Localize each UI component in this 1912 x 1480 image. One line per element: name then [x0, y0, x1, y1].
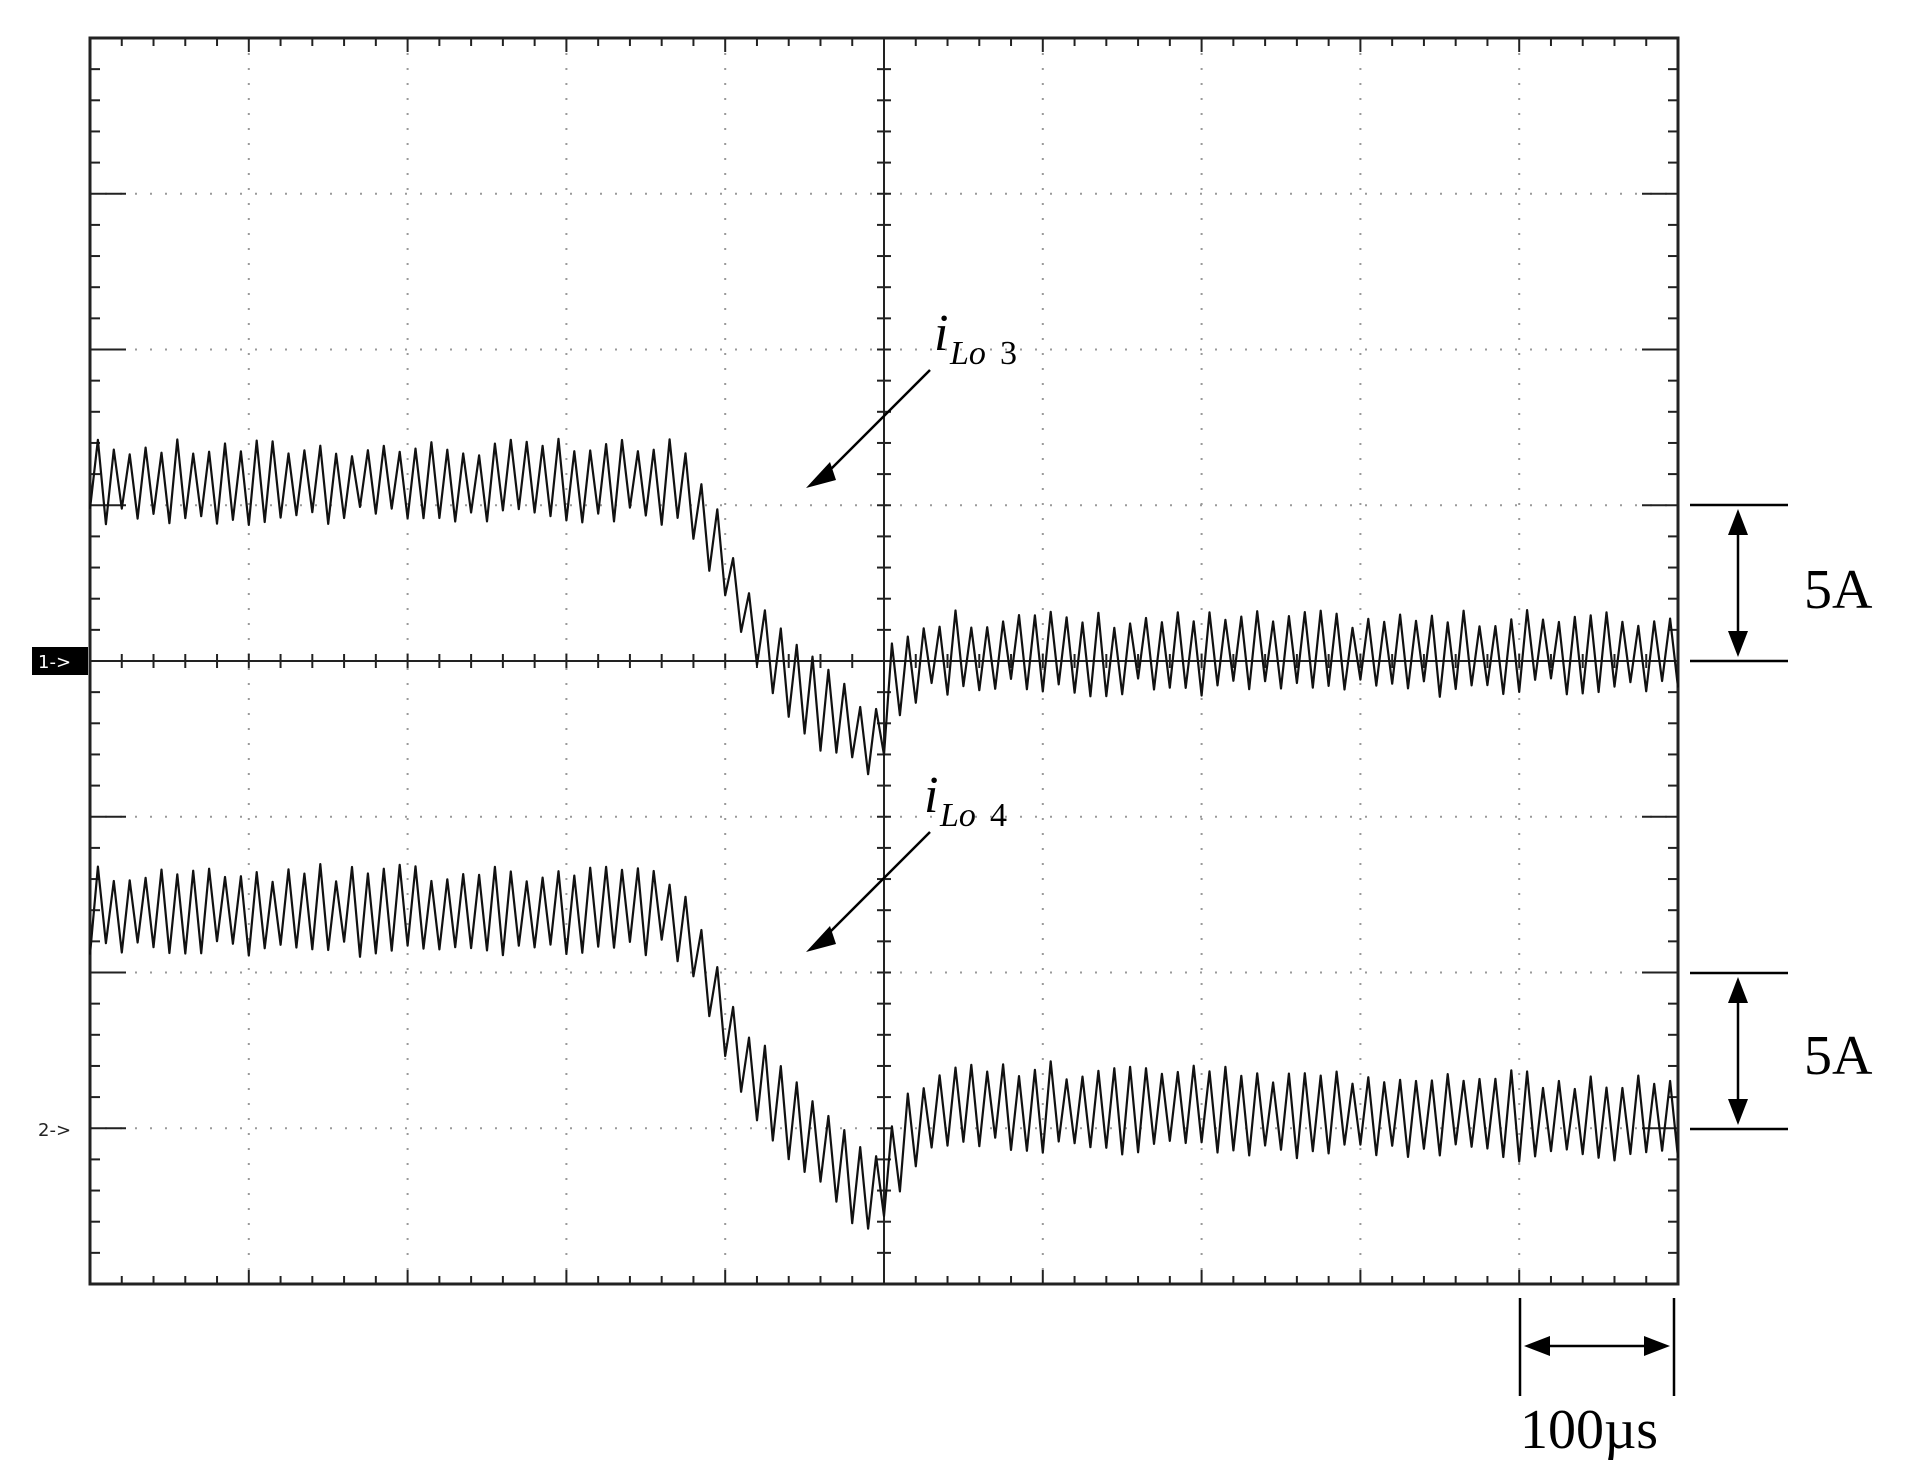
arrowhead-ilo3: [806, 462, 836, 488]
current-scale-bar-1: 5A: [1690, 503, 1873, 663]
current-scale-label-1: 5A: [1804, 559, 1873, 621]
current-scale-bar-2: 5A: [1690, 971, 1873, 1131]
svg-text:3: 3: [1000, 335, 1017, 372]
trace-ilo3: [88, 437, 1680, 776]
svg-text:i: i: [934, 305, 948, 362]
svg-text:1->: 1->: [38, 652, 71, 673]
time-scale-bar: 100µs: [1518, 1298, 1676, 1461]
channel-1-marker: 1->: [32, 647, 88, 675]
arrow-ilo3: [821, 369, 931, 479]
time-scale-label: 100µs: [1520, 1399, 1658, 1461]
trace-ilo4: [88, 863, 1680, 1230]
waveform-traces: [88, 437, 1680, 1230]
svg-text:i: i: [924, 767, 938, 824]
svg-text:Lo: Lo: [949, 335, 986, 372]
svg-text:4: 4: [990, 797, 1007, 834]
svg-text:Lo: Lo: [939, 797, 976, 834]
series-label-ilo4: i Lo 4: [924, 767, 1007, 834]
series-label-ilo3: i Lo 3: [934, 305, 1017, 372]
svg-text:2->: 2->: [38, 1120, 71, 1141]
arrow-ilo4: [821, 831, 931, 941]
arrowhead-ilo4: [806, 926, 836, 952]
channel-2-marker: 2->: [38, 1120, 71, 1141]
current-scale-label-2: 5A: [1804, 1025, 1873, 1087]
